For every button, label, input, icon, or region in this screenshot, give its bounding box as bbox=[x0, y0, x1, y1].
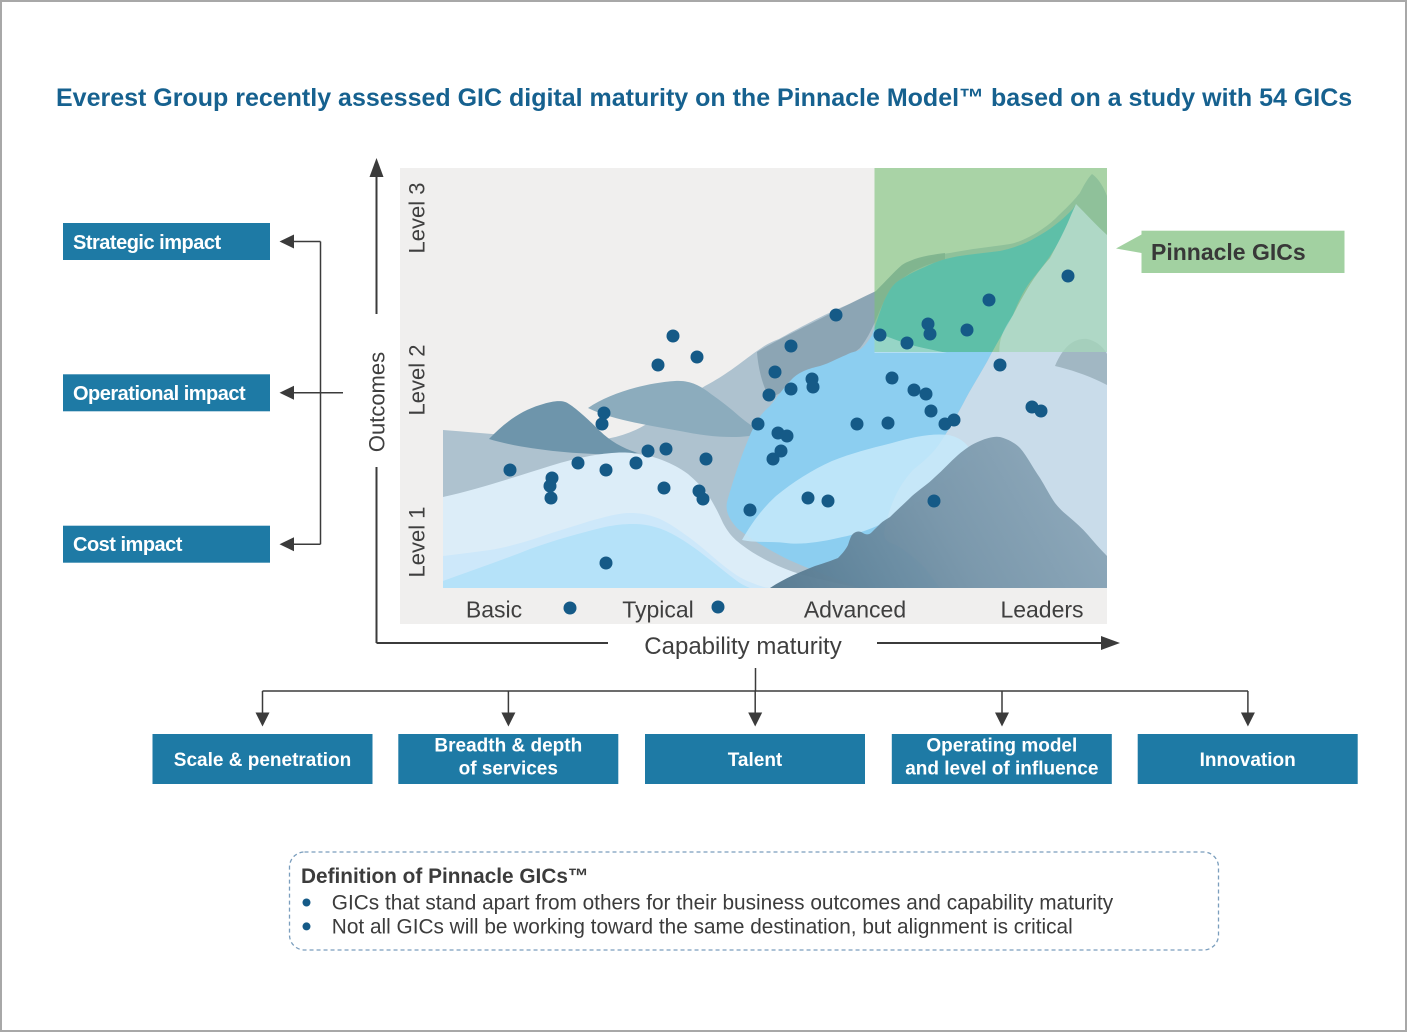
svg-text:Typical: Typical bbox=[622, 597, 694, 623]
svg-text:Level 2: Level 2 bbox=[405, 345, 430, 416]
svg-text:Operational impact: Operational impact bbox=[73, 383, 246, 405]
svg-text:of services: of services bbox=[459, 759, 558, 780]
svg-text:Outcomes: Outcomes bbox=[365, 352, 390, 452]
svg-text:and level of influence: and level of influence bbox=[905, 759, 1098, 780]
svg-text:Pinnacle GICs: Pinnacle GICs bbox=[1151, 239, 1306, 265]
svg-text:Capability maturity: Capability maturity bbox=[644, 633, 841, 660]
svg-text:Level 1: Level 1 bbox=[405, 507, 430, 578]
svg-text:GICs that stand apart from oth: GICs that stand apart from others for th… bbox=[332, 892, 1114, 915]
svg-text:Talent: Talent bbox=[728, 750, 783, 771]
svg-text:Everest Group recently assesse: Everest Group recently assessed GIC digi… bbox=[56, 84, 1352, 112]
svg-text:Innovation: Innovation bbox=[1200, 750, 1296, 771]
svg-text:Basic: Basic bbox=[466, 597, 522, 623]
svg-text:Not all GICs will be working t: Not all GICs will be working toward the … bbox=[332, 915, 1073, 938]
svg-text:Definition of Pinnacle GICs™: Definition of Pinnacle GICs™ bbox=[301, 865, 589, 888]
svg-text:Breadth & depth: Breadth & depth bbox=[434, 736, 582, 757]
svg-text:Advanced: Advanced bbox=[804, 597, 906, 623]
svg-text:Leaders: Leaders bbox=[1000, 597, 1083, 623]
svg-text:Scale & penetration: Scale & penetration bbox=[174, 750, 351, 771]
svg-text:Cost impact: Cost impact bbox=[73, 534, 183, 556]
svg-text:Strategic impact: Strategic impact bbox=[73, 232, 221, 254]
svg-text:Operating model: Operating model bbox=[926, 736, 1077, 757]
svg-text:Level 3: Level 3 bbox=[405, 183, 430, 254]
